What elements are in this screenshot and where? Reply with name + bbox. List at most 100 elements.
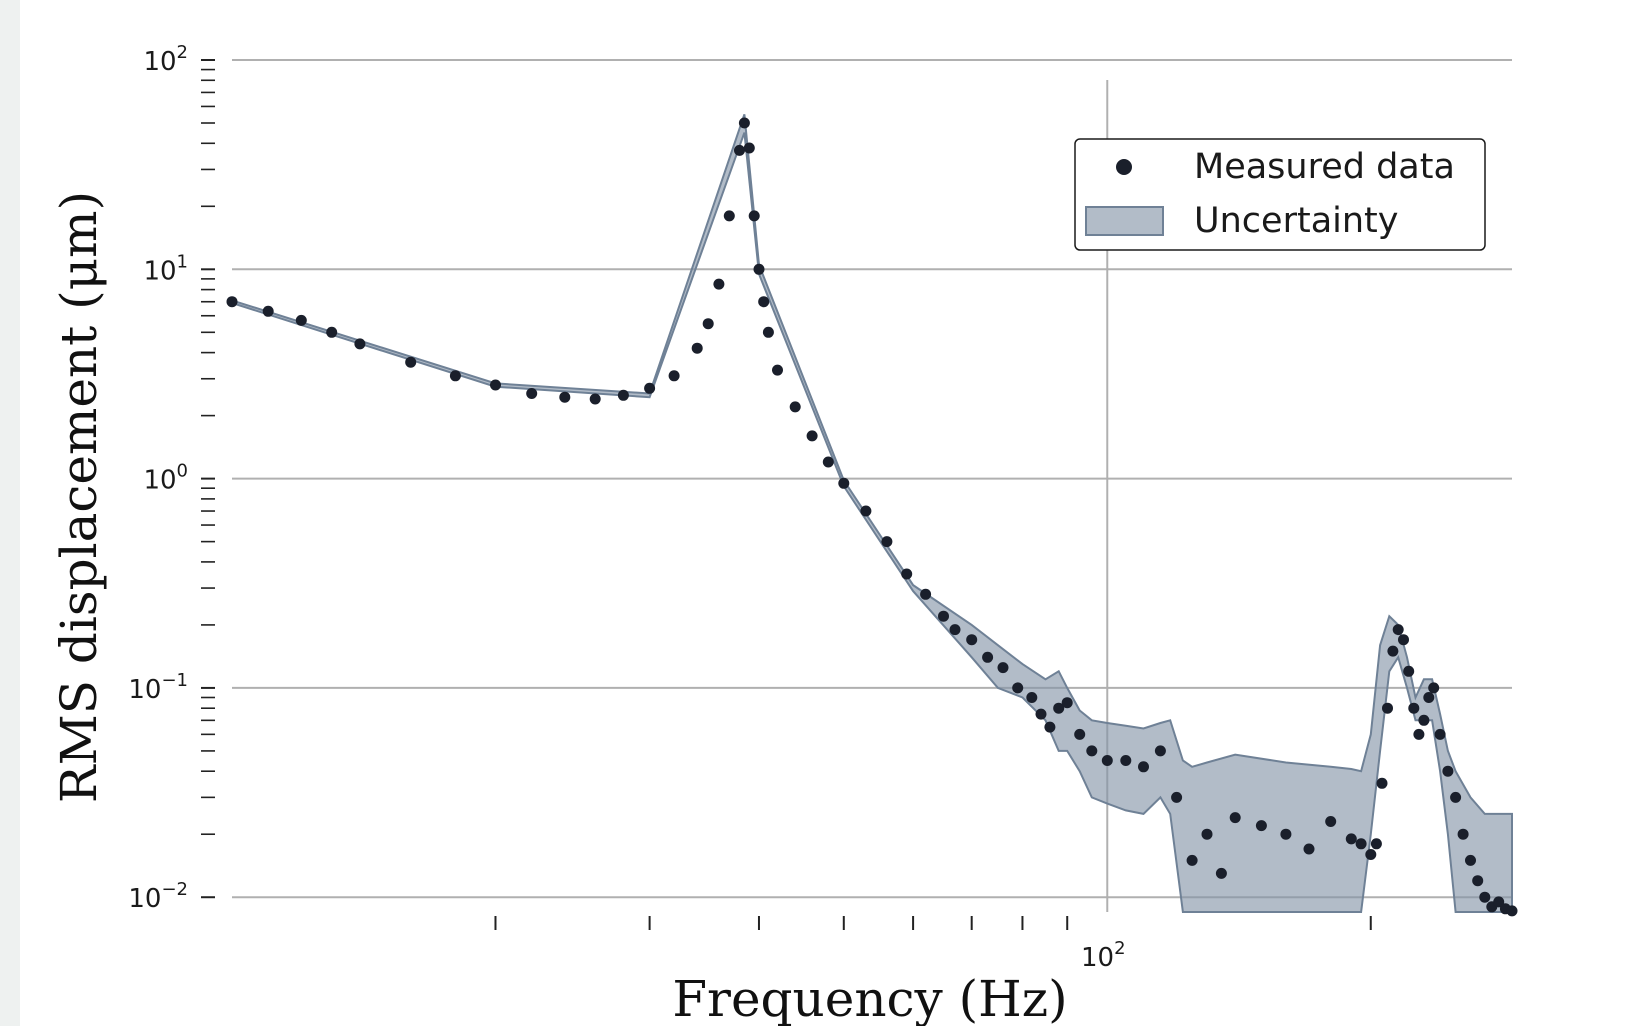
- data-point: [1026, 692, 1038, 703]
- data-point: [1186, 854, 1198, 866]
- data-point: [1370, 838, 1382, 850]
- data-point: [1303, 843, 1315, 855]
- y-axis-title: RMS displacement (μm): [50, 191, 108, 803]
- data-point: [758, 296, 770, 308]
- data-point: [1345, 833, 1357, 845]
- data-point: [1506, 905, 1518, 917]
- data-point: [822, 456, 834, 468]
- data-point: [691, 342, 703, 354]
- data-point: [734, 144, 745, 156]
- data-point: [1355, 838, 1367, 850]
- data-point: [901, 568, 913, 580]
- data-point: [1138, 761, 1149, 773]
- data-point: [738, 117, 750, 129]
- data-point: [1171, 791, 1183, 803]
- data-point: [589, 393, 601, 405]
- data-point: [1493, 896, 1505, 908]
- data-point: [1280, 828, 1292, 840]
- data-point: [949, 624, 961, 636]
- data-point: [1325, 816, 1337, 827]
- data-point: [966, 634, 978, 646]
- data-point: [1012, 682, 1024, 694]
- data-point: [881, 536, 893, 548]
- data-point: [789, 401, 801, 413]
- x-axis-title: Frequency (Hz): [672, 970, 1067, 1026]
- x-axis-ticks: 102: [494, 916, 1372, 973]
- data-point: [1465, 854, 1476, 866]
- data-point: [1398, 634, 1409, 646]
- data-point: [617, 389, 629, 401]
- data-point: [997, 662, 1009, 674]
- data-point: [713, 278, 725, 290]
- data-point: [1450, 791, 1462, 803]
- data-point: [1053, 702, 1065, 714]
- data-point: [1479, 891, 1491, 903]
- data-point: [1086, 745, 1098, 757]
- data-point: [1365, 849, 1377, 860]
- data-point: [405, 356, 417, 368]
- data-point: [1387, 645, 1399, 657]
- data-point: [753, 263, 765, 275]
- legend-label-measured: Measured data: [1194, 147, 1455, 187]
- data-point: [920, 588, 932, 600]
- data-point: [526, 388, 538, 399]
- data-point: [354, 338, 366, 350]
- data-point: [1101, 755, 1113, 766]
- legend-band-swatch: [1085, 206, 1164, 236]
- data-point: [938, 610, 949, 622]
- y-tick-label: 10−1: [128, 670, 188, 705]
- data-point: [762, 326, 774, 338]
- y-axis-ticks: 102 101 100 10−1 10−2: [128, 42, 215, 914]
- data-point: [559, 391, 571, 403]
- data-point: [748, 210, 760, 222]
- data-point: [326, 326, 338, 338]
- chart-legend: Measured data Uncertainty: [1074, 138, 1486, 251]
- y-tick-label: 102: [143, 42, 188, 77]
- data-point: [668, 370, 680, 382]
- data-point: [1434, 728, 1446, 740]
- data-point: [1472, 875, 1484, 887]
- data-point: [1428, 682, 1440, 694]
- data-point: [1044, 721, 1056, 733]
- y-tick-label: 10−2: [128, 879, 188, 914]
- data-point: [1418, 714, 1430, 726]
- data-point: [1408, 702, 1420, 714]
- data-point: [982, 651, 994, 663]
- data-point: [1255, 820, 1267, 832]
- y-tick-label: 100: [143, 461, 188, 496]
- data-point: [1376, 777, 1388, 789]
- x-tick-label: 102: [1081, 938, 1126, 973]
- data-point: [1061, 697, 1073, 709]
- data-point: [1154, 745, 1166, 757]
- y-tick-label: 101: [143, 251, 188, 286]
- data-point: [1382, 702, 1393, 714]
- data-point: [860, 505, 872, 517]
- data-point: [644, 382, 656, 394]
- data-point: [772, 364, 783, 376]
- data-point: [806, 430, 818, 442]
- data-point: [702, 318, 714, 330]
- legend-frame: [1074, 138, 1486, 251]
- data-point: [449, 370, 461, 382]
- data-point: [490, 379, 501, 391]
- data-point: [226, 296, 238, 308]
- data-point: [743, 142, 755, 154]
- data-point: [1392, 624, 1404, 636]
- data-point: [1074, 728, 1086, 740]
- data-point: [1201, 828, 1213, 840]
- legend-dot-marker: [1116, 159, 1132, 175]
- data-point: [1423, 692, 1435, 703]
- measured-data-points: [226, 117, 1518, 917]
- data-point: [838, 477, 850, 489]
- data-point: [1403, 665, 1415, 677]
- data-point: [1442, 765, 1454, 777]
- data-point: [1215, 867, 1227, 879]
- data-point: [1035, 708, 1047, 720]
- data-point: [295, 314, 307, 326]
- data-point: [262, 305, 274, 317]
- data-point: [1457, 828, 1469, 840]
- left-margin-strip: [0, 0, 20, 1026]
- data-point: [1120, 755, 1132, 766]
